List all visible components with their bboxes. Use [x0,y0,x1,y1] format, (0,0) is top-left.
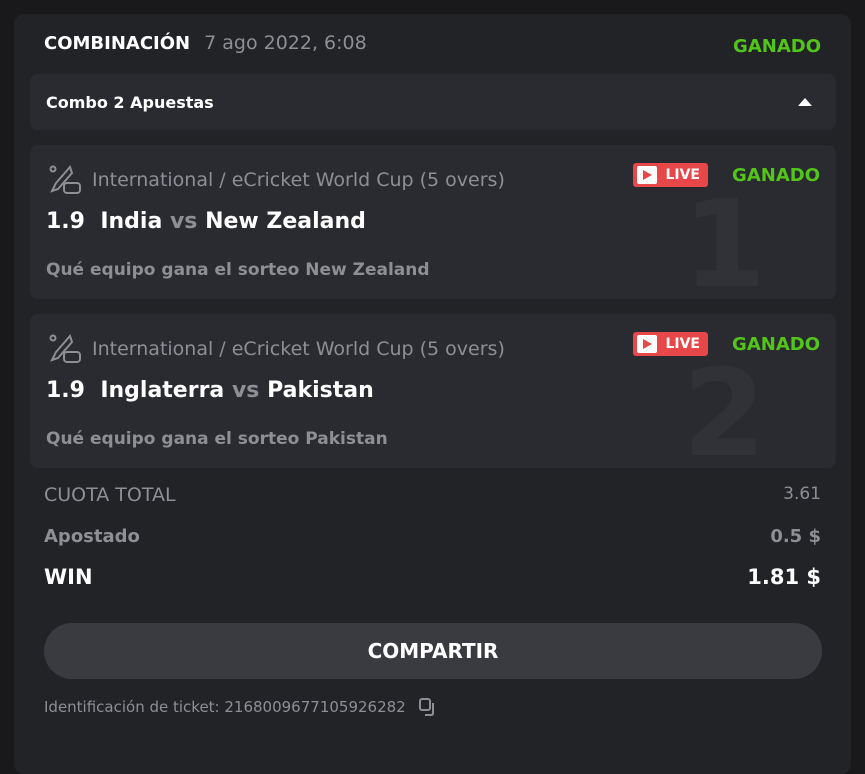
bet-leg: 1 International / eCricket World Cup (5 … [30,145,836,299]
win-label: WIN [44,565,93,589]
home-team: Inglaterra [100,378,225,403]
leg-category: International / eCricket World Cup (5 ov… [92,338,505,360]
leg-selection: Qué equipo gana el sorteo New Zealand [46,260,430,280]
live-badge: LIVE [633,332,708,356]
stake-row: Apostado 0.5 $ [44,526,821,547]
copy-icon[interactable] [418,697,438,717]
bet-card: COMBINACIÓN 7 ago 2022, 6:08 GANADO Comb… [14,14,851,774]
combo-toggle[interactable]: Combo 2 Apuestas [30,74,836,130]
live-badge: LIVE [633,163,708,187]
leg-number: 1 [682,176,767,300]
leg-odds: 1.9 [46,209,85,234]
home-team: India [100,209,163,234]
bet-status: GANADO [733,36,821,57]
win-row: WIN 1.81 $ [44,565,821,589]
play-icon [637,166,658,184]
total-odds-label: CUOTA TOTAL [44,484,176,506]
ecricket-icon [49,165,81,194]
leg-odds: 1.9 [46,378,85,403]
bet-type: COMBINACIÓN [44,33,191,54]
leg-category: International / eCricket World Cup (5 ov… [92,169,505,191]
stake-value: 0.5 $ [770,526,821,547]
bet-leg: 2 International / eCricket World Cup (5 … [30,314,836,468]
stake-label: Apostado [44,526,140,547]
away-team: Pakistan [267,378,374,403]
total-odds-row: CUOTA TOTAL 3.61 [44,484,821,506]
leg-match: 1.9 Inglaterra vs Pakistan [46,378,374,403]
live-label: LIVE [665,336,700,352]
play-icon [637,335,658,353]
leg-match: 1.9 India vs New Zealand [46,209,366,234]
ticket-id: Identificación de ticket: 21680096771059… [44,697,438,717]
live-label: LIVE [665,167,700,183]
leg-number: 2 [682,345,767,469]
bet-date: 7 ago 2022, 6:08 [204,32,367,54]
leg-status: GANADO [732,165,820,186]
share-button[interactable]: COMPARTIR [44,623,822,679]
vs-label: vs [231,378,260,403]
ecricket-icon [49,334,81,363]
total-odds-value: 3.61 [783,484,821,504]
caret-up-icon [798,98,812,106]
leg-status: GANADO [732,334,820,355]
vs-label: vs [169,209,198,234]
ticket-id-text: Identificación de ticket: 21680096771059… [44,698,406,716]
win-value: 1.81 $ [747,565,821,589]
away-team: New Zealand [205,209,366,234]
leg-selection: Qué equipo gana el sorteo Pakistan [46,429,388,449]
combo-label: Combo 2 Apuestas [46,92,214,112]
bet-header: COMBINACIÓN 7 ago 2022, 6:08 [44,32,367,54]
